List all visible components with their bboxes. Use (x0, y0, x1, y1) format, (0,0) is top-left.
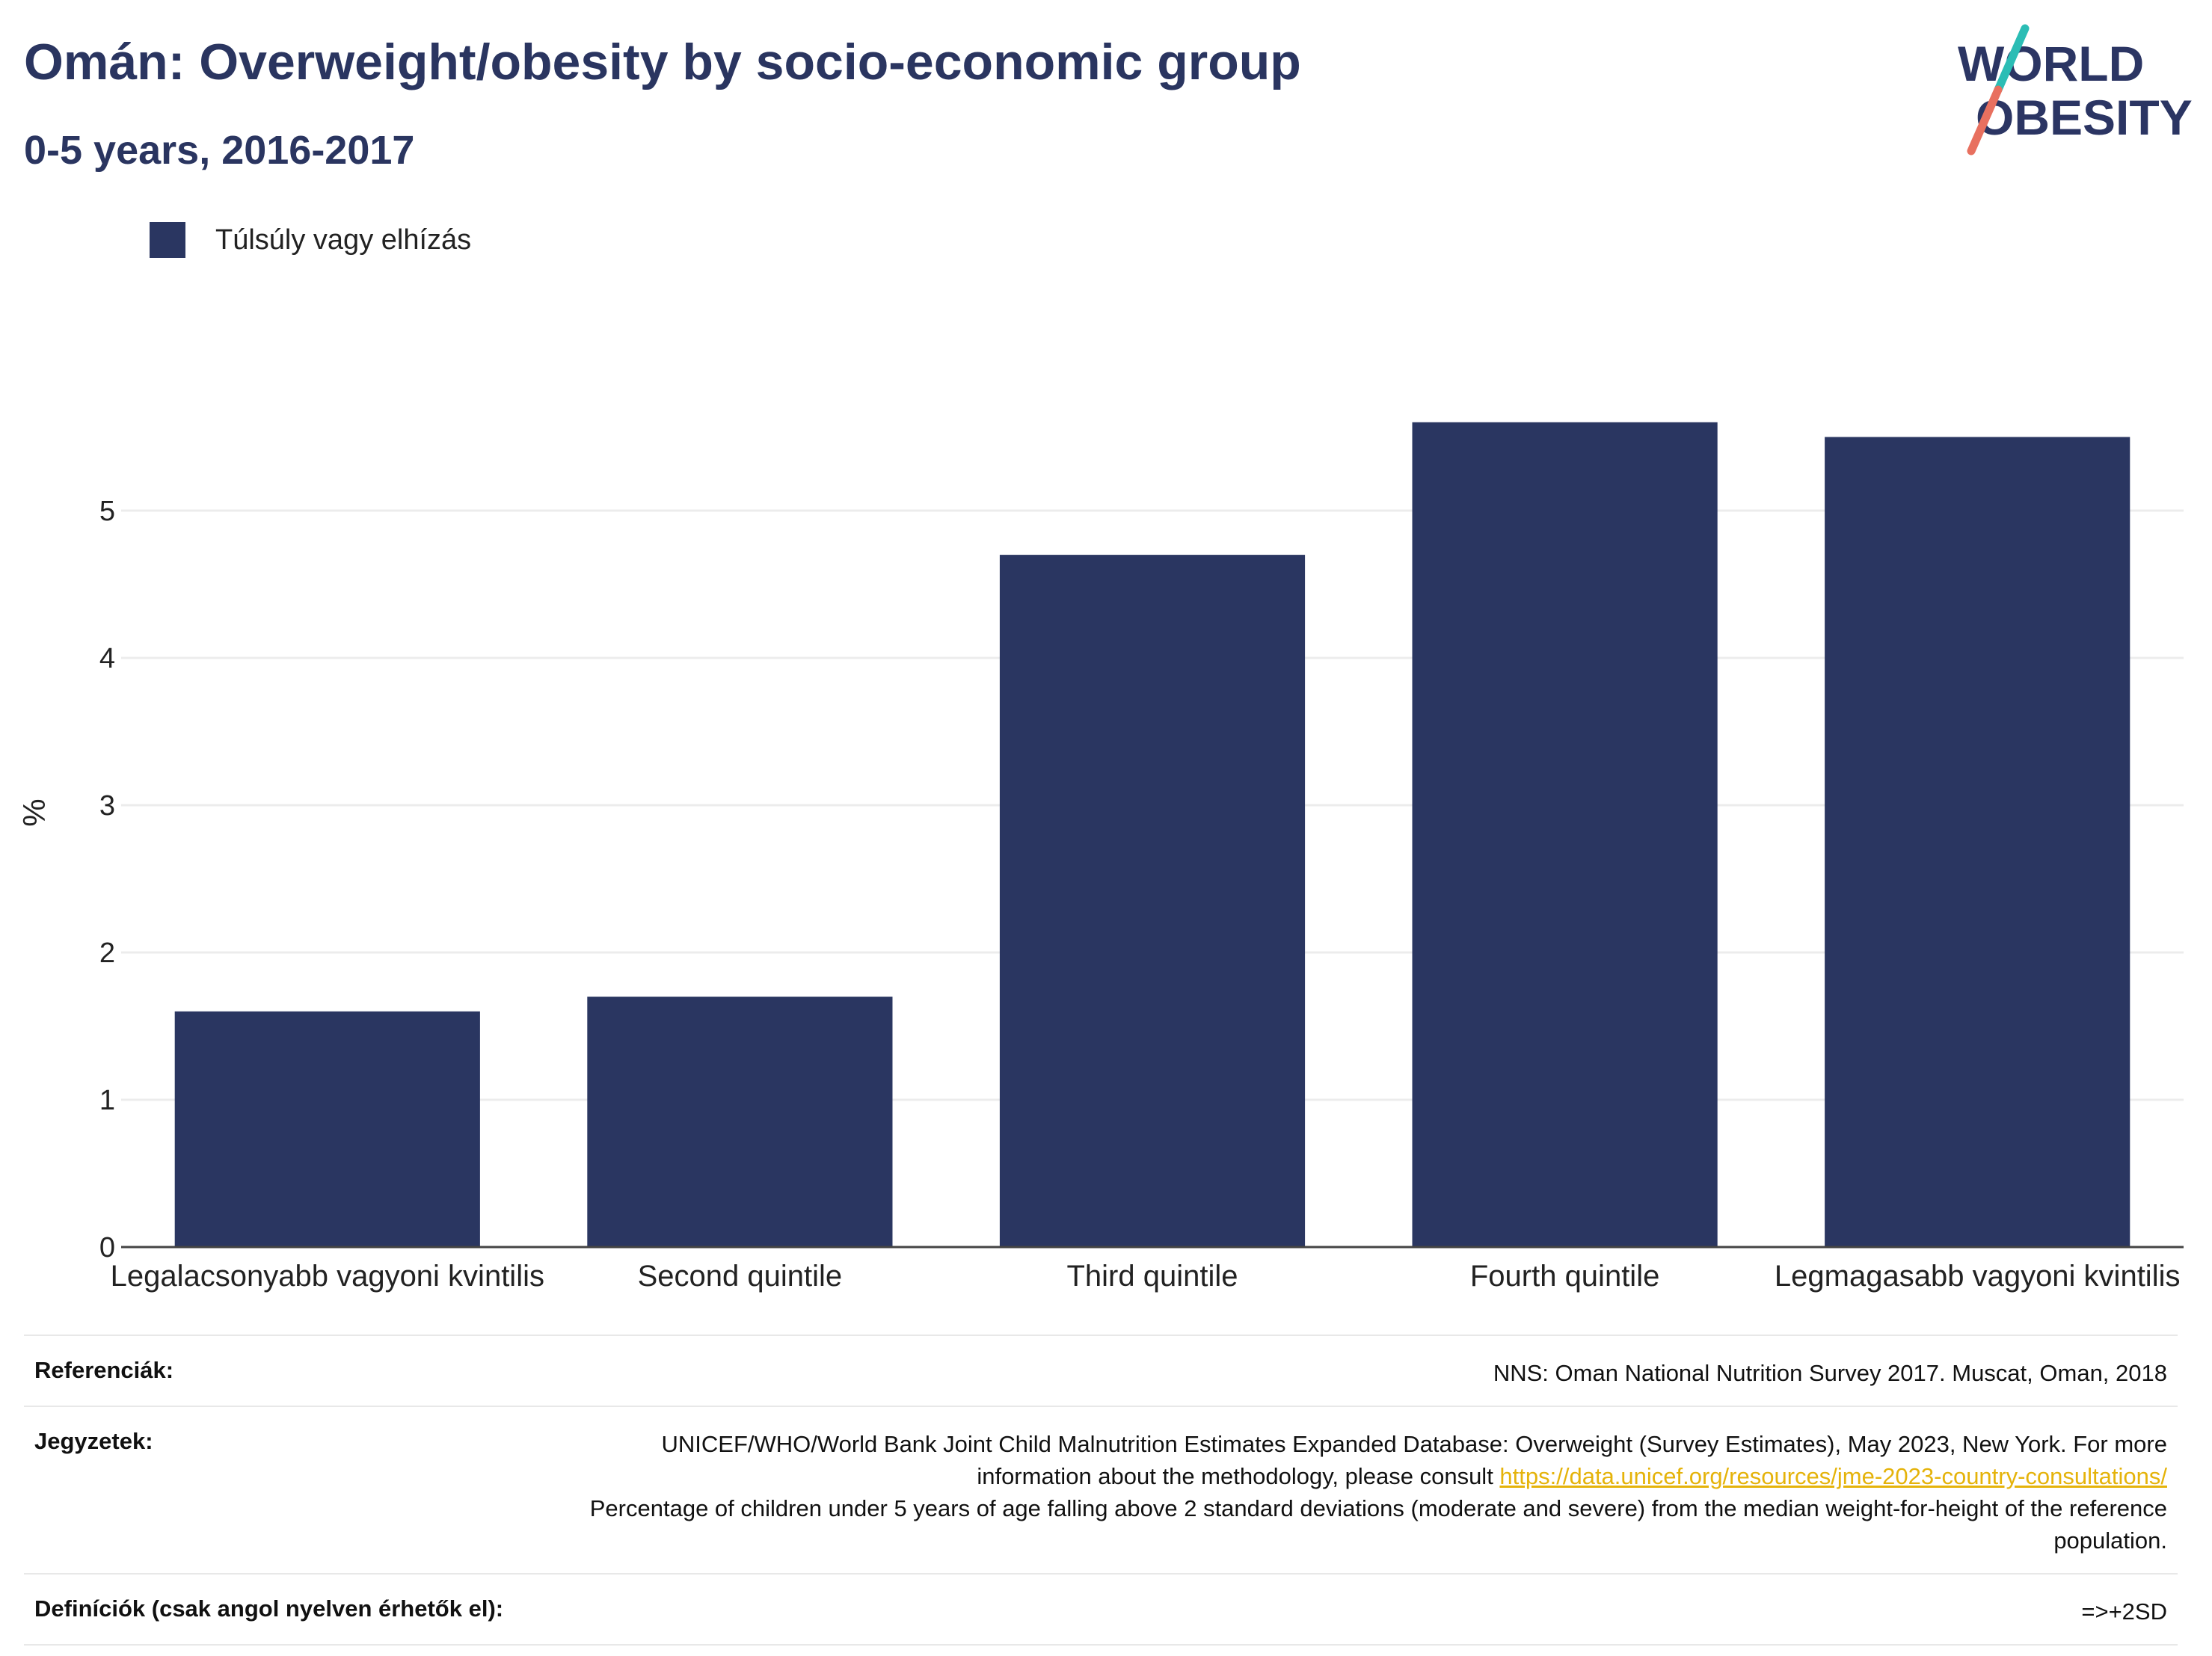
definitions-label: Definíciók (csak angol nyelven érhetők e… (34, 1595, 504, 1622)
bar (174, 1011, 480, 1247)
chart-subtitle: 0-5 years, 2016-2017 (24, 128, 415, 173)
notes-definition-text: Percentage of children under 5 years of … (589, 1495, 2167, 1554)
footer-definitions-row: Definíciók (csak angol nyelven érhetők e… (24, 1573, 2178, 1646)
notes-value: UNICEF/WHO/World Bank Joint Child Malnut… (574, 1428, 2167, 1557)
y-tick-label: 0 (99, 1232, 115, 1263)
notes-label: Jegyzetek: (34, 1428, 153, 1454)
bar-chart: 0 1 2 3 4 5 Legalacsonyabb vagyoni kvintilis Se… (16, 422, 2184, 1293)
y-axis-label: % (16, 798, 52, 826)
x-tick-label: Fourth quintile (1470, 1260, 1659, 1293)
definitions-value: =>+2SD (2081, 1598, 2167, 1625)
footer: Referenciák: NNS: Oman National Nutritio… (24, 1335, 2178, 1646)
bar (1412, 422, 1718, 1247)
x-tick-label: Second quintile (638, 1260, 843, 1293)
x-tick-label: Legalacsonyabb vagyoni kvintilis (111, 1260, 544, 1293)
bar (999, 555, 1306, 1247)
legend: Túlsúly vagy elhízás (150, 222, 471, 258)
references-value: NNS: Oman National Nutrition Survey 2017… (1493, 1360, 2167, 1386)
bar (1825, 437, 2130, 1247)
footer-notes-row: Jegyzetek: UNICEF/WHO/World Bank Joint C… (24, 1406, 2178, 1573)
notes-text: UNICEF/WHO/World Bank Joint Child Malnut… (661, 1431, 2167, 1489)
legend-label: Túlsúly vagy elhízás (215, 224, 472, 256)
footer-references-row: Referenciák: NNS: Oman National Nutritio… (24, 1335, 2178, 1406)
world-obesity-logo: WORLD OBESITY (1958, 24, 2193, 156)
legend-swatch (150, 222, 185, 258)
y-tick-label: 2 (99, 938, 115, 969)
references-label: Referenciák: (34, 1357, 174, 1383)
y-tick-label: 5 (99, 496, 115, 527)
svg-text:WORLD: WORLD (1958, 36, 2144, 91)
y-tick-label: 3 (99, 790, 115, 822)
svg-text:OBESITY: OBESITY (1976, 90, 2193, 145)
bar (587, 997, 893, 1247)
y-tick-label: 1 (99, 1085, 115, 1116)
x-tick-label: Third quintile (1066, 1260, 1238, 1293)
methodology-link[interactable]: https://data.unicef.org/resources/jme-20… (1499, 1463, 2167, 1489)
x-tick-label: Legmagasabb vagyoni kvintilis (1775, 1260, 2181, 1293)
y-tick-label: 4 (99, 643, 115, 674)
chart-title: Omán: Overweight/obesity by socio-econom… (24, 34, 1301, 90)
